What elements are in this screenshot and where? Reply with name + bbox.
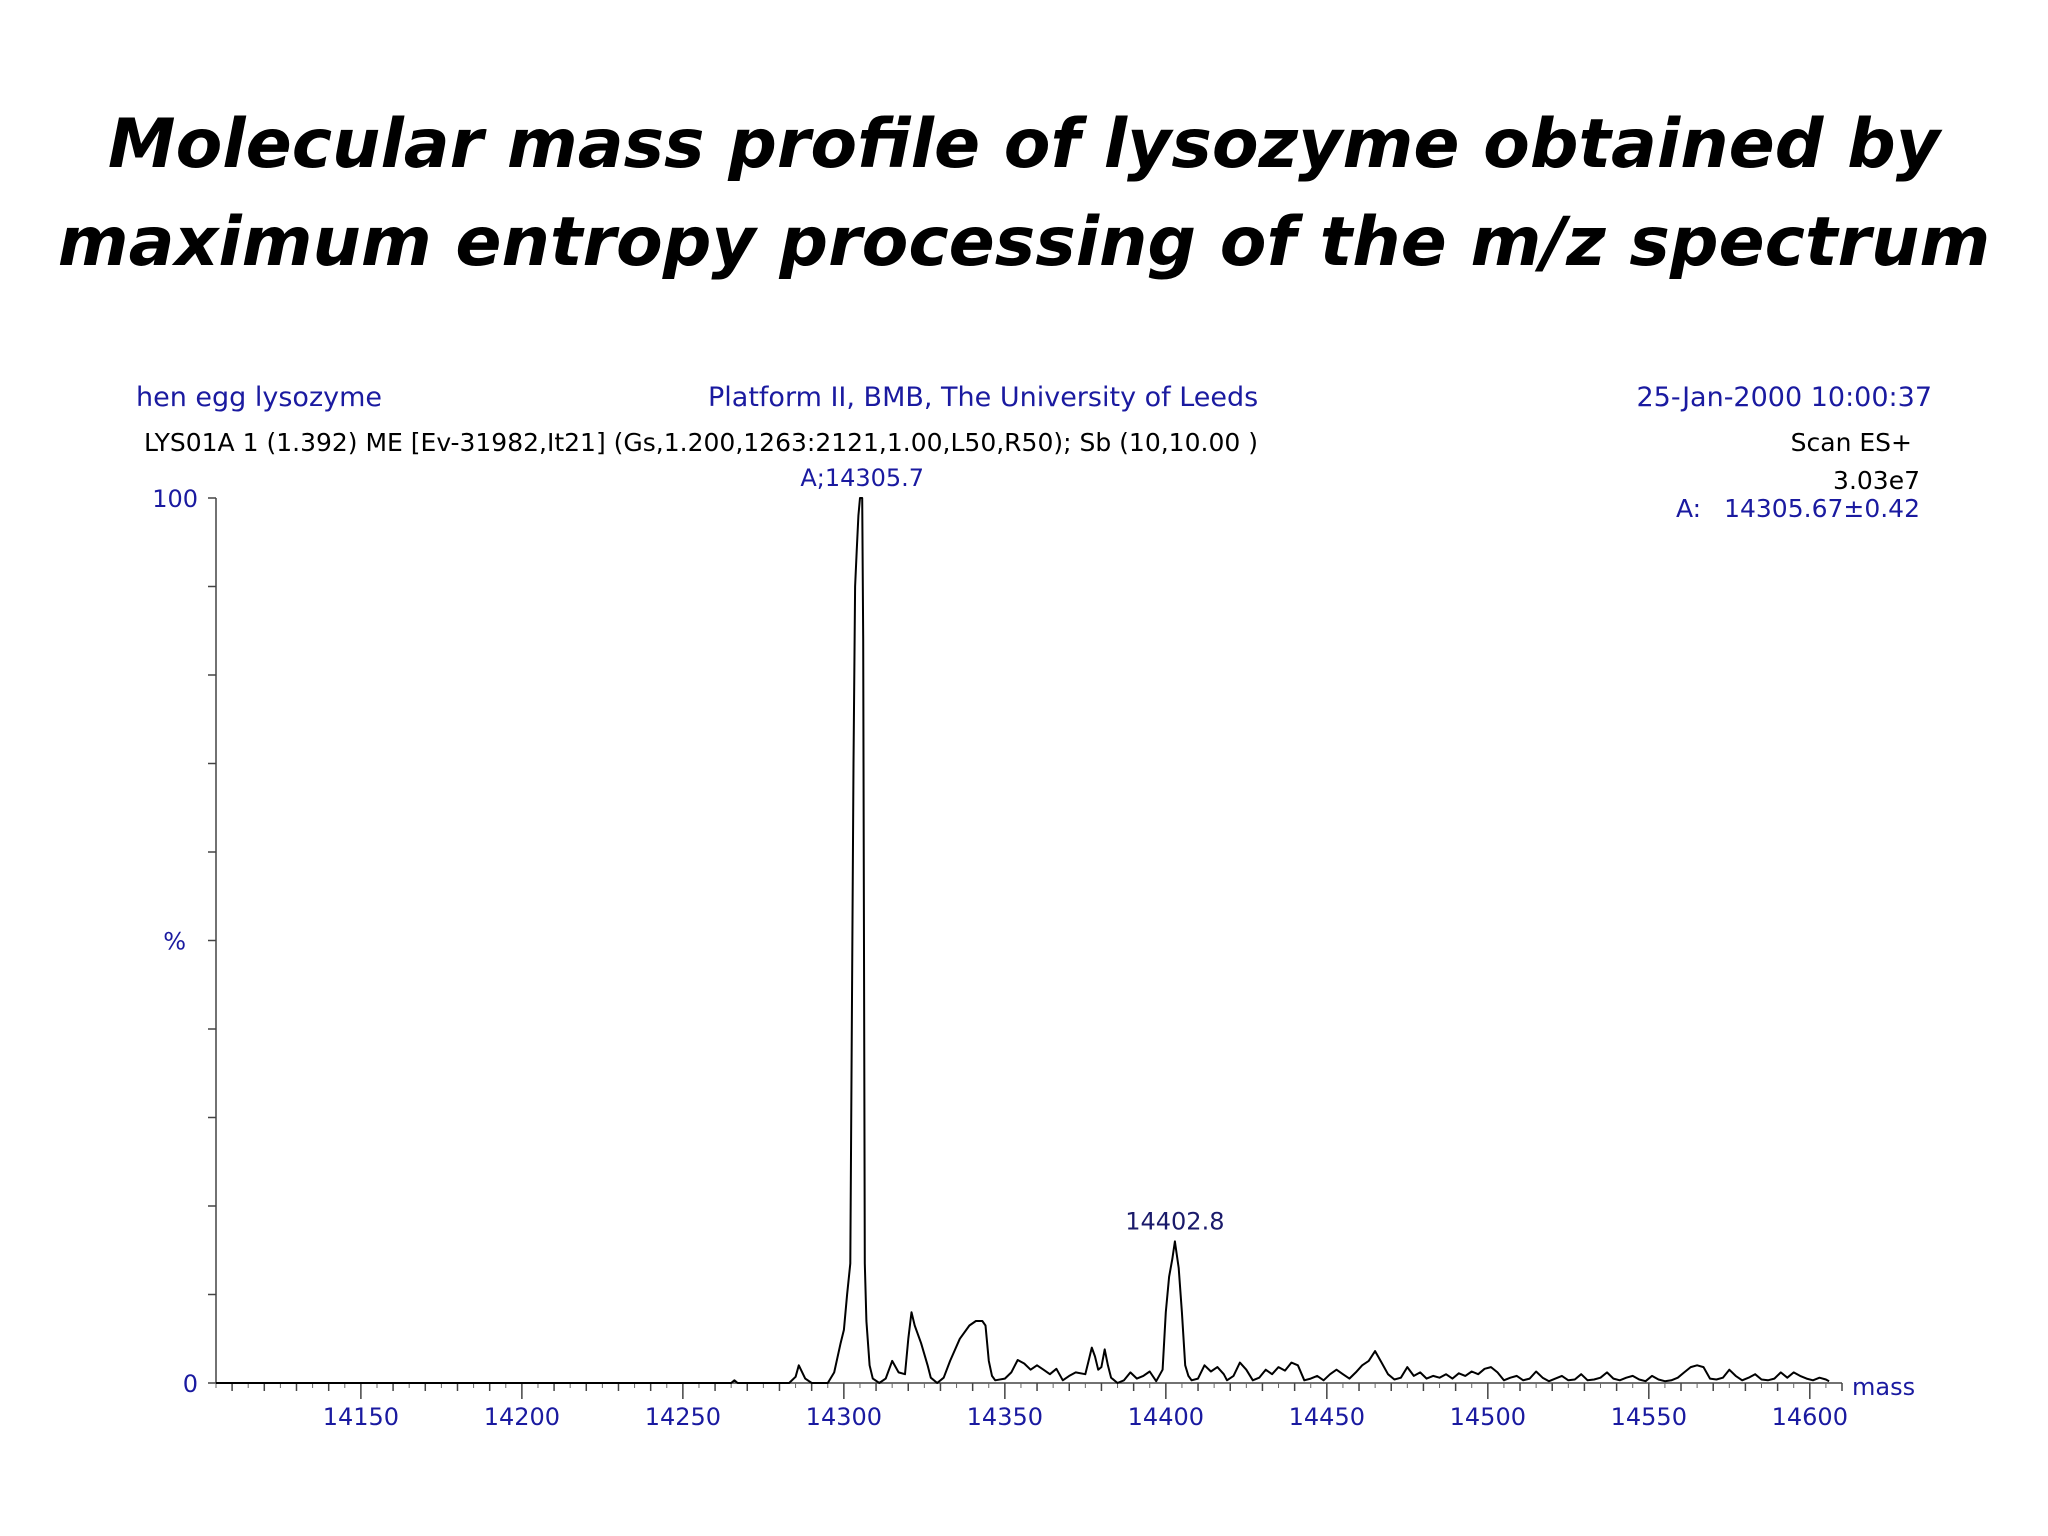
spectrum-trace	[216, 497, 1830, 1384]
x-axis-label: mass	[1852, 1373, 1915, 1401]
base-peak-intensity: 3.03e7	[1833, 466, 1920, 495]
x-tick-label: 14150	[323, 1403, 399, 1431]
y-tick-label: 0	[183, 1370, 198, 1398]
scan-mode: Scan ES+	[1790, 428, 1912, 457]
x-tick-label: 14600	[1772, 1403, 1848, 1431]
chart-labels: A;14305.7 14402.8	[800, 464, 1224, 1235]
x-tick-label: 14350	[967, 1403, 1043, 1431]
sample-name: hen egg lysozyme	[136, 382, 383, 413]
slide-title-line-1: Molecular mass profile of lysozyme obtai…	[107, 105, 1941, 184]
x-tick-label: 14400	[1128, 1403, 1204, 1431]
x-tick-label: 14500	[1450, 1403, 1526, 1431]
x-tick-label: 14450	[1289, 1403, 1365, 1431]
y-tick-label: 100	[152, 485, 198, 513]
component-label: A:	[1676, 494, 1702, 523]
x-tick-label: 14300	[806, 1403, 882, 1431]
x-tick-label: 14550	[1611, 1403, 1687, 1431]
spectrum-line	[216, 497, 1830, 1384]
instrument-label: Platform II, BMB, The University of Leed…	[708, 382, 1259, 413]
run-info: LYS01A 1 (1.392) ME [Ev-31982,It21] (Gs,…	[144, 428, 1258, 457]
peak-label: A;14305.7	[800, 464, 924, 492]
peak-label: 14402.8	[1125, 1207, 1224, 1235]
slide-title-line-2: maximum entropy processing of the m/z sp…	[57, 203, 1991, 282]
chart-axes: 0 100% 14150 14200 14250 14300 14350 14400 14450…	[152, 485, 1915, 1431]
y-axis-label: %	[163, 928, 186, 956]
acquisition-datetime: 25-Jan-2000 10:00:37	[1636, 382, 1932, 413]
component-mass: 14305.67±0.42	[1724, 494, 1920, 523]
x-tick-label: 14250	[645, 1403, 721, 1431]
x-tick-label: 14200	[484, 1403, 560, 1431]
